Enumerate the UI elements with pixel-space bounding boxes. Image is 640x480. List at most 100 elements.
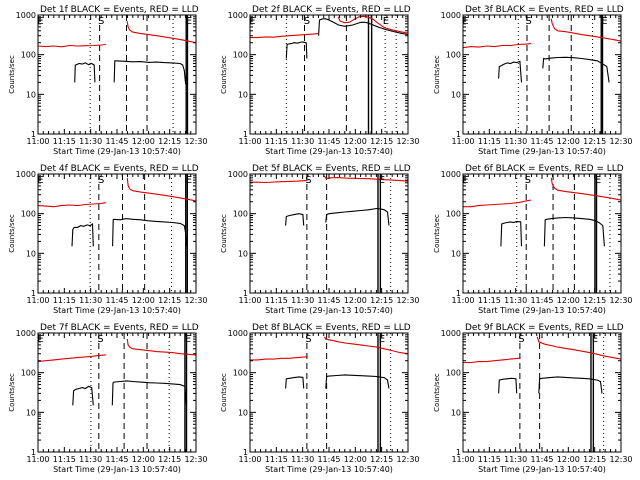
x-tick-label: 12:15 bbox=[158, 296, 181, 305]
x-tick-label: 11:15 bbox=[53, 455, 76, 464]
y-tick-label: 1000 bbox=[16, 11, 36, 20]
plot-area bbox=[250, 174, 408, 293]
x-tick-label: 12:00 bbox=[344, 296, 367, 305]
x-tick-label: 12:15 bbox=[158, 455, 181, 464]
y-tick-label: 100 bbox=[233, 369, 248, 378]
interval-marker-e: E bbox=[462, 175, 468, 186]
x-tick-label: 11:15 bbox=[478, 296, 501, 305]
x-tick-label: 12:00 bbox=[344, 137, 367, 146]
series-events-line bbox=[498, 377, 518, 394]
chart-title: Det 5f BLACK = Events, RED = LLD bbox=[252, 164, 411, 174]
interval-marker-e: E bbox=[379, 175, 385, 186]
interval-marker-e: E bbox=[37, 334, 43, 345]
x-tick-label: 12:15 bbox=[583, 296, 606, 305]
series-lld-line bbox=[250, 33, 318, 39]
series-events-line bbox=[542, 56, 610, 83]
plot-area bbox=[463, 333, 621, 452]
interval-marker-s: S bbox=[305, 175, 311, 186]
x-tick-label: 12:00 bbox=[132, 296, 155, 305]
chart-title: Det 2f BLACK = Events, RED = LLD bbox=[252, 5, 411, 15]
series-lld-line bbox=[323, 175, 408, 182]
y-axis-label: Counts/sec bbox=[433, 214, 441, 253]
x-tick-label: 11:15 bbox=[265, 296, 288, 305]
x-tick-label: 11:30 bbox=[504, 296, 527, 305]
y-axis-label: Counts/sec bbox=[8, 373, 16, 412]
interval-marker-s: S bbox=[525, 175, 531, 186]
interval-marker-s: S bbox=[98, 16, 104, 27]
interval-marker-e: E bbox=[462, 16, 468, 27]
y-tick-label: 10 bbox=[451, 408, 461, 417]
interval-marker-s: S bbox=[305, 334, 311, 345]
x-tick-label: 11:30 bbox=[291, 455, 314, 464]
x-tick-label: 12:30 bbox=[396, 137, 419, 146]
y-axis-label: Counts/sec bbox=[433, 55, 441, 94]
x-tick-label: 11:00 bbox=[26, 137, 49, 146]
y-tick-label: 100 bbox=[233, 210, 248, 219]
x-tick-label: 12:30 bbox=[609, 455, 632, 464]
y-tick-label: 1 bbox=[31, 130, 36, 139]
x-tick-label: 12:00 bbox=[557, 455, 580, 464]
series-events-line bbox=[543, 216, 605, 247]
chart-title: Det 1f BLACK = Events, RED = LLD bbox=[40, 5, 199, 15]
chart-panel-9: Det 9f BLACK = Events, RED = LLD 1 10 100 10… bbox=[433, 323, 633, 474]
y-axis-label: Counts/sec bbox=[220, 373, 228, 412]
x-tick-label: 11:15 bbox=[53, 296, 76, 305]
x-tick-label: 12:00 bbox=[132, 455, 155, 464]
chart-title: Det 4f BLACK = Events, RED = LLD bbox=[40, 164, 199, 174]
y-tick-label: 1000 bbox=[228, 329, 248, 338]
interval-marker-s: S bbox=[525, 16, 531, 27]
x-tick-label: 11:15 bbox=[265, 455, 288, 464]
x-tick-label: 11:45 bbox=[530, 455, 553, 464]
y-tick-label: 1000 bbox=[441, 11, 461, 20]
x-tick-label: 12:30 bbox=[609, 137, 632, 146]
series-events-line bbox=[74, 62, 96, 83]
series-lld-line bbox=[250, 179, 308, 184]
y-axis-label: Counts/sec bbox=[220, 55, 228, 94]
interval-marker-e: E bbox=[595, 175, 601, 186]
interval-marker-s: S bbox=[518, 334, 524, 345]
x-tick-label: 12:00 bbox=[557, 137, 580, 146]
series-events-line bbox=[325, 207, 390, 226]
x-tick-label: 12:30 bbox=[184, 137, 207, 146]
interval-marker-e: E bbox=[379, 334, 385, 345]
y-tick-label: 1 bbox=[243, 130, 248, 139]
y-tick-label: 1000 bbox=[441, 329, 461, 338]
x-tick-label: 11:00 bbox=[451, 455, 474, 464]
x-tick-label: 11:45 bbox=[105, 296, 128, 305]
series-lld-line bbox=[550, 18, 621, 42]
y-tick-label: 100 bbox=[446, 51, 461, 60]
series-events-line bbox=[112, 218, 188, 247]
series-events-line bbox=[71, 222, 94, 247]
x-tick-label: 11:00 bbox=[238, 296, 261, 305]
chart-panel-2: Det 2f BLACK = Events, RED = LLD 1 10 100 10… bbox=[220, 5, 420, 156]
x-tick-label: 12:30 bbox=[184, 296, 207, 305]
y-axis-label: Counts/sec bbox=[8, 214, 16, 253]
x-tick-label: 11:45 bbox=[317, 137, 340, 146]
x-tick-label: 12:15 bbox=[370, 137, 393, 146]
chart-panel-3: Det 3f BLACK = Events, RED = LLD 1 10 100 10… bbox=[433, 5, 633, 156]
x-tick-label: 11:45 bbox=[530, 137, 553, 146]
plot-frame bbox=[249, 173, 409, 294]
series-events-line bbox=[72, 385, 94, 406]
x-tick-label: 12:30 bbox=[184, 455, 207, 464]
x-tick-label: 12:00 bbox=[344, 455, 367, 464]
interval-marker-e: E bbox=[601, 16, 607, 27]
interval-marker-e: E bbox=[37, 175, 43, 186]
x-tick-label: 12:15 bbox=[583, 137, 606, 146]
y-tick-label: 10 bbox=[238, 408, 248, 417]
chart-title: Det 8f BLACK = Events, RED = LLD bbox=[252, 323, 411, 333]
series-lld-line bbox=[126, 177, 196, 202]
interval-marker-e: E bbox=[185, 334, 191, 345]
plot-area bbox=[463, 15, 621, 134]
y-tick-label: 100 bbox=[21, 51, 36, 60]
x-tick-label: 12:00 bbox=[557, 296, 580, 305]
series-lld-line bbox=[463, 357, 521, 364]
y-tick-label: 100 bbox=[446, 210, 461, 219]
x-tick-label: 11:30 bbox=[79, 137, 102, 146]
series-events-line bbox=[325, 374, 390, 389]
y-tick-label: 1000 bbox=[228, 11, 248, 20]
interval-marker-e: E bbox=[383, 16, 389, 27]
x-tick-label: 11:00 bbox=[238, 137, 261, 146]
plot-frame bbox=[249, 14, 409, 135]
